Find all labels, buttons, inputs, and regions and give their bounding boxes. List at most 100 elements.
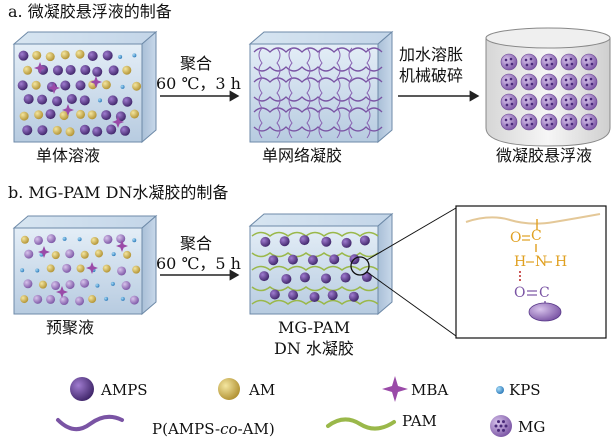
amps-particle [79,95,90,106]
amps-particle [75,80,86,91]
microgel [520,53,538,71]
microgel-dot [565,123,569,127]
microgel-dot [585,63,589,67]
amps-particle [23,94,34,105]
mg-legend-dot [494,424,498,428]
prepolymer-particles [20,234,141,306]
network-chain [253,126,383,132]
mg-node [288,290,299,301]
microgel [540,93,558,111]
microgel-dot [505,123,509,127]
network-chain [253,107,383,113]
amps-particle [52,96,63,107]
am-particle [123,250,132,259]
kps-particle [77,237,82,242]
mg-particle [117,266,127,276]
kps-particle [20,268,25,273]
amps-particle [66,94,77,105]
mg-node [309,291,320,302]
inset-atom-o2: O [514,285,526,301]
am-particle [88,295,97,304]
microgel-dot [510,62,514,66]
legend-graphics [56,376,512,437]
microgel [540,73,558,91]
microgel-dot [510,82,514,86]
am-particle [87,110,97,120]
microgel-dot [509,97,513,101]
microgel-dot [565,63,569,67]
amps-particle [65,64,76,75]
kps-particle [104,296,109,301]
legend-am-label: AM [249,381,276,399]
legend-am-icon [218,378,240,400]
microgel-dot [524,118,528,122]
microgel [500,113,518,131]
kps-particle [132,53,137,58]
mba-star [90,76,102,88]
mba-star [38,246,50,258]
legend-pam-icon [326,417,396,431]
microgel-dot [590,62,594,66]
mg-particle [33,294,43,304]
microgel [540,113,558,131]
microgel [560,73,578,91]
mg-particle [121,281,131,291]
mg-node [279,236,290,247]
am-particle [20,295,29,304]
am-particle [65,127,75,137]
kps-particle [35,268,40,273]
mg-particle [46,234,56,244]
inset-mg-particle [528,302,562,322]
mg-legend-dot [502,428,505,432]
kps-particle [120,296,125,301]
network-crosslink [306,47,311,139]
amps-particle [18,50,29,61]
am-particle [132,81,142,91]
microgel-dot [584,78,588,82]
microgel-dot [589,57,593,61]
inset-atom-o1: O [510,230,522,246]
microgel-dot [504,58,508,62]
amps-particle [80,65,91,76]
section-a-title: a. 微凝胶悬浮液的制备 [8,2,172,21]
kps-particle [95,283,100,288]
caption-single-network-gel: 单网络凝胶 [262,146,343,165]
microgel-dot [550,122,554,126]
am-particle [76,264,85,273]
zoom-line-bottom [366,271,457,337]
microgel-dot [529,77,533,81]
amps-particle [120,125,131,136]
mg-node [327,290,338,301]
amps-particle [101,110,112,121]
microgel [520,73,538,91]
microgel-dot [530,82,534,86]
amps-particle [87,51,98,62]
microgel-dot [545,83,549,87]
am-particle [19,111,29,121]
microgel-dot [529,117,533,121]
network-crosslink [318,47,323,139]
microgel-dot [585,103,589,107]
section-b-title: b. MG-PAM DN水凝胶的制备 [8,183,229,202]
am-particle [102,264,111,273]
mg-node [320,273,331,284]
am-particle [46,264,55,273]
legend-mba-label: MBA [411,381,449,399]
microgel-dot [569,77,573,81]
amps-particle [17,80,28,91]
caption-mg-pam: MG-PAM [278,318,351,337]
amps-particle [52,65,63,76]
mg-node [287,254,298,265]
microgel-dot [544,118,548,122]
microgel-dot [550,62,554,66]
mg-legend-dot [502,420,505,424]
microgel-dot [529,97,533,101]
amps-particle [45,109,56,120]
microgel-dot [570,102,574,106]
am-particle [75,49,85,59]
microgel-dot [590,102,594,106]
pam-chain [251,231,379,237]
microgel-dot [509,57,513,61]
inset-atom-c1: C [531,228,542,244]
arrow-b-label-1: 聚合 [180,234,213,253]
